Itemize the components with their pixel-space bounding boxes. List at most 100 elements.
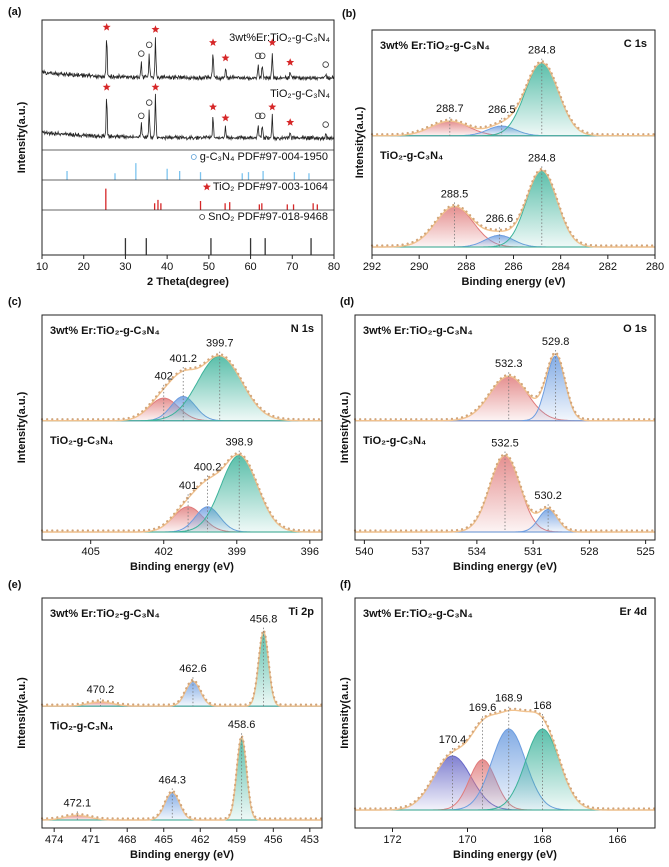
fit-component — [354, 375, 656, 422]
marker-star — [286, 58, 295, 66]
marker-circle — [138, 50, 145, 57]
x-tick-label: 528 — [580, 546, 598, 558]
x-tick-label: 30 — [119, 261, 131, 273]
core-label: Ti 2p — [289, 606, 315, 618]
x-tick-label: 282 — [599, 261, 617, 273]
x-tick-label: 453 — [301, 834, 319, 846]
x-axis-label: Binding energy (eV) — [453, 849, 557, 861]
marker-star — [209, 38, 217, 46]
peak-label: 168.9 — [495, 693, 523, 705]
x-tick-label: 290 — [410, 261, 428, 273]
x-tick-label: 70 — [286, 261, 298, 273]
x-tick-label: 459 — [228, 834, 246, 846]
marker-star — [268, 102, 277, 111]
raw-data — [353, 452, 657, 532]
x-tick-label: 292 — [363, 261, 381, 273]
y-axis-label: Intensity(a.u.) — [16, 677, 28, 749]
marker-circle — [254, 52, 262, 59]
marker-star — [151, 83, 160, 91]
x-tick-label: 284 — [551, 261, 569, 273]
y-axis-label: Intensity(a.u.) — [354, 106, 366, 178]
raw-data — [370, 60, 657, 136]
marker-circle — [322, 61, 329, 68]
raw-data — [40, 627, 324, 706]
xrd-pattern — [41, 37, 335, 82]
marker-circle — [322, 121, 329, 128]
x-tick-label: 288 — [457, 261, 475, 273]
peak-label: 170.4 — [439, 734, 467, 746]
x-tick-label: 402 — [155, 546, 173, 558]
ref-legend: SnO₂ PDF#97-018-9468 — [208, 211, 328, 223]
panel-label: (e) — [8, 579, 22, 591]
peak-label: 168 — [533, 700, 551, 712]
x-tick-label: 465 — [155, 834, 173, 846]
pattern-label: 3wt%Er:TiO₂-g-C₃N₄ — [229, 32, 330, 44]
peak-label: 284.8 — [528, 152, 556, 164]
raw-data — [353, 351, 657, 421]
fit-component — [42, 680, 322, 707]
peak-label: 532.5 — [491, 437, 519, 449]
marker-circle — [254, 112, 262, 119]
x-tick-label: 534 — [468, 546, 486, 558]
plot-frame — [41, 19, 335, 256]
sample-label: TiO₂-g-C₃N₄ — [50, 435, 113, 447]
plot-frame — [41, 597, 323, 829]
marker-star — [151, 25, 160, 33]
fit-component — [41, 355, 323, 422]
x-axis-label: Binding energy (eV) — [462, 276, 566, 288]
peak-label: 400.2 — [194, 461, 222, 473]
x-tick-label: 40 — [161, 261, 173, 273]
core-label: Er 4d — [619, 606, 647, 618]
peak-label: 470.2 — [87, 684, 115, 696]
panel-label: (b) — [342, 8, 356, 20]
envelope — [42, 354, 322, 422]
peak-label: 456.8 — [250, 613, 278, 625]
legend-marker — [199, 214, 206, 220]
sample-label: 3wt% Er:TiO₂-g-C₃N₄ — [380, 40, 490, 52]
x-tick-label: 456 — [264, 834, 282, 846]
plot-frame — [371, 29, 656, 256]
x-axis-label: Binding energy (eV) — [130, 561, 234, 573]
plot-frame — [354, 597, 656, 829]
x-tick-label: 405 — [82, 546, 100, 558]
peak-label: 472.1 — [64, 797, 92, 809]
x-tick-label: 280 — [646, 261, 664, 273]
core-label: N 1s — [291, 323, 314, 335]
peak-label: 532.3 — [495, 358, 523, 370]
sample-label: 3wt% Er:TiO₂-g-C₃N₄ — [363, 325, 473, 337]
core-label: O 1s — [623, 323, 647, 335]
x-tick-label: 525 — [636, 546, 654, 558]
x-tick-label: 60 — [244, 261, 256, 273]
peak-label: 286.6 — [486, 213, 514, 225]
panel-label: (f) — [340, 579, 351, 591]
x-tick-label: 172 — [383, 834, 401, 846]
envelope — [355, 709, 655, 811]
x-tick-label: 474 — [45, 834, 63, 846]
x-tick-label: 168 — [533, 834, 551, 846]
peak-label: 402 — [155, 371, 173, 383]
sample-label: TiO₂-g-C₃N₄ — [50, 721, 113, 733]
marker-star — [268, 38, 277, 46]
peak-label: 458.6 — [228, 719, 256, 731]
fit-component — [355, 728, 655, 811]
x-axis-label: Binding energy (eV) — [453, 561, 557, 573]
pattern-label: TiO₂-g-C₃N₄ — [270, 88, 330, 100]
peak-label: 284.8 — [528, 45, 556, 57]
marker-star — [209, 102, 217, 111]
marker-circle — [138, 112, 145, 119]
raw-data — [40, 352, 324, 421]
legend-marker — [190, 154, 197, 160]
x-tick-label: 286 — [504, 261, 522, 273]
peak-label: 462.6 — [179, 663, 207, 675]
x-tick-label: 399 — [228, 546, 246, 558]
y-axis-label: Intensity(a.u.) — [16, 391, 28, 463]
marker-star — [202, 182, 211, 191]
peak-label: 530.2 — [534, 490, 562, 502]
x-tick-label: 166 — [608, 834, 626, 846]
x-tick-label: 540 — [355, 546, 373, 558]
panel-label: (a) — [8, 6, 22, 18]
panel-label: (d) — [340, 296, 354, 308]
peak-label: 529.8 — [542, 336, 570, 348]
y-axis-label: Intensity(a.u.) — [16, 101, 28, 173]
